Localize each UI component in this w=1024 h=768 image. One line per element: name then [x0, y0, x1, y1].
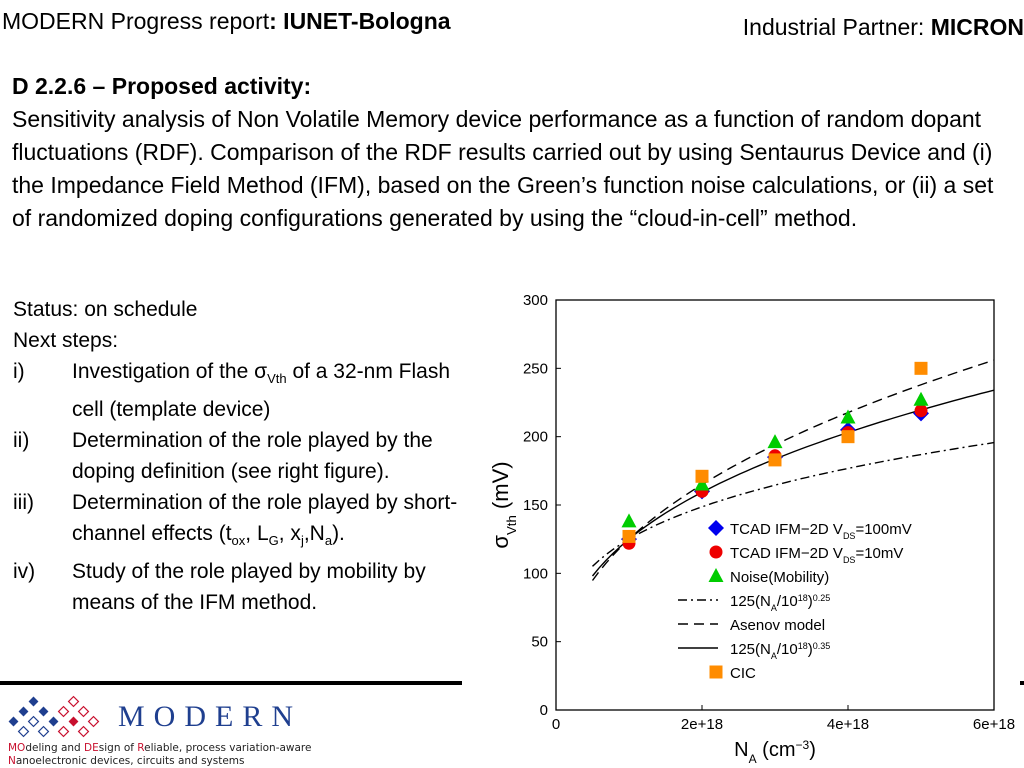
activity-heading: D 2.2.6 – Proposed activity: [12, 73, 312, 99]
modern-logo-icon [8, 695, 100, 738]
model-line-1 [591, 359, 994, 581]
point-square-3 [841, 430, 855, 444]
modern-logo-wordmark: MODERN [118, 700, 303, 733]
point-triangle-1 [694, 476, 710, 491]
proposed-activity: D 2.2.6 – Proposed activity: Sensitivity… [12, 70, 1017, 235]
x-axis-label: NA (cm−3) [734, 738, 816, 766]
report-title-bold: : IUNET-Bologna [269, 8, 451, 34]
report-title: MODERN Progress report: IUNET-Bologna [2, 8, 451, 34]
status-block: Status: on schedule Next steps: i) Inves… [13, 294, 473, 618]
legend-marker-1 [709, 545, 723, 559]
legend-line-label-1: Asenov model [730, 617, 825, 634]
y-tick-label-2: 100 [523, 565, 548, 582]
point-square-1 [695, 469, 709, 483]
legend-marker-0 [708, 520, 724, 536]
legend-line-label-0: 125(NA/1018)0.25 [730, 593, 830, 613]
footer-rule-end [1020, 681, 1024, 685]
x-tick-label-3: 6e+18 [973, 716, 1015, 733]
point-square-4 [914, 361, 928, 375]
y-axis-label: σVth (mV) [488, 461, 519, 548]
y-tick-label-5: 250 [523, 360, 548, 377]
footer-rule [0, 681, 462, 685]
point-triangle-4 [913, 391, 929, 406]
x-tick-label-1: 2e+18 [681, 716, 723, 733]
industrial-partner: Industrial Partner: MICRON [742, 14, 1024, 40]
point-triangle-2 [767, 434, 783, 449]
plot-frame [555, 299, 995, 711]
legend-label-2: Noise(Mobility) [730, 569, 829, 586]
point-triangle-0 [621, 513, 637, 528]
y-tick-label-1: 50 [531, 634, 548, 651]
status-line: Status: on schedule [13, 298, 198, 321]
y-tick-label-6: 300 [523, 292, 548, 309]
model-line-2 [591, 389, 994, 577]
point-circle-4 [914, 404, 928, 418]
next-steps-label: Next steps: [13, 329, 119, 352]
legend-line-label-2: 125(NA/1018)0.35 [730, 641, 830, 661]
point-square-2 [768, 453, 782, 467]
legend-label-1: TCAD IFM−2D VDS=10mV [730, 545, 903, 565]
step-4: iv) Study of the role played by mobility… [13, 560, 426, 615]
legend-marker-3 [709, 665, 723, 679]
y-tick-label-3: 150 [523, 497, 548, 514]
project-tagline: MOdeling and DEsign of Reliable, process… [8, 742, 312, 767]
point-triangle-3 [840, 409, 856, 424]
legend-marker-2 [708, 568, 724, 582]
x-tick-label-2: 4e+18 [827, 716, 869, 733]
activity-body: Sensitivity analysis of Non Volatile Mem… [12, 106, 994, 231]
partner-name: MICRON [930, 14, 1024, 40]
step-3: iii) Determination of the role played by… [13, 491, 458, 549]
model-line-0 [592, 441, 994, 567]
sigma-vth-chart: 0 50 100 150 200 250 300 0 2e+18 4e+18 6e+18 NA (cm… [488, 292, 1015, 766]
y-tick-label-0: 0 [540, 702, 548, 719]
y-tick-label-4: 200 [523, 429, 548, 446]
legend-label-0: TCAD IFM−2D VDS=100mV [730, 521, 912, 541]
step-1: i) Investigation of the σVth of a 32-nm … [13, 360, 451, 422]
step-2: ii) Determination of the role played by … [13, 429, 433, 484]
point-square-0 [622, 529, 636, 543]
legend-label-3: CIC [730, 665, 756, 682]
x-tick-label-0: 0 [552, 716, 560, 733]
